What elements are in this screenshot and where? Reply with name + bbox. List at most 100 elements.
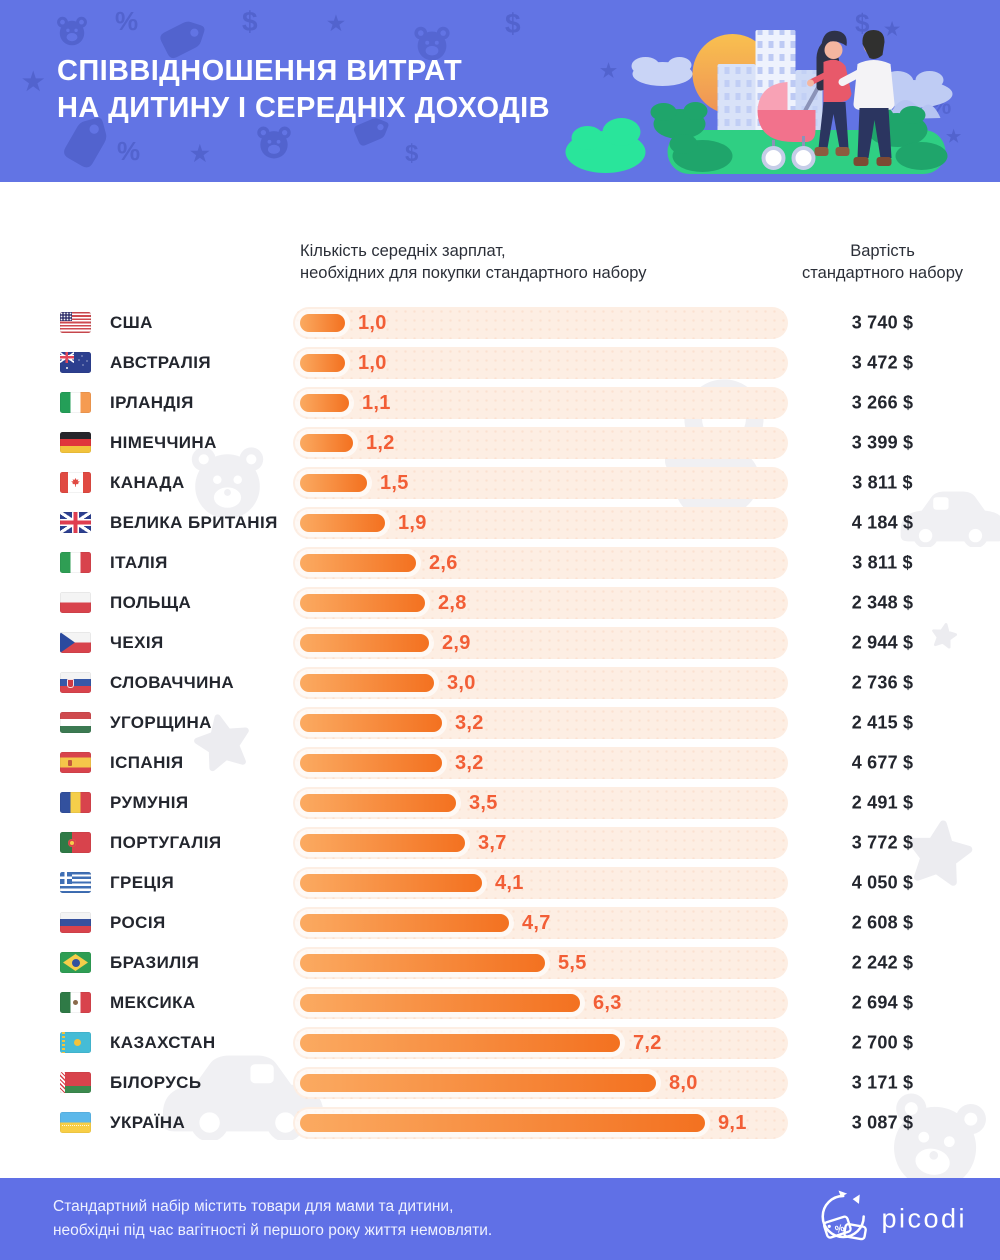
chart-row: ГРЕЦІЯ 4,1 4 050 $ bbox=[0, 863, 1000, 903]
flag-pl-icon bbox=[60, 592, 91, 613]
chart-row: ІРЛАНДІЯ 1,1 3 266 $ bbox=[0, 383, 1000, 423]
flag-gr-icon bbox=[60, 872, 91, 893]
bar-value: 5,5 bbox=[558, 951, 587, 974]
cost-value: 3 399 $ bbox=[851, 432, 914, 453]
dollar-icon: $ bbox=[405, 140, 419, 167]
cost-value: 3 772 $ bbox=[851, 832, 914, 853]
bar-track: 1,9 bbox=[293, 507, 788, 539]
country-label: УКРАЇНА bbox=[110, 1113, 186, 1132]
chart-area: Кількість середніх зарплат, необхідних д… bbox=[0, 182, 1000, 1260]
bar-track: 3,2 bbox=[293, 707, 788, 739]
bar-track: 2,6 bbox=[293, 547, 788, 579]
cost-value: 2 700 $ bbox=[851, 1032, 914, 1053]
bar-track: 1,1 bbox=[293, 387, 788, 419]
flag-cz-icon bbox=[60, 632, 91, 653]
bar-track: 3,5 bbox=[293, 787, 788, 819]
bar-value: 3,0 bbox=[447, 671, 476, 694]
chart-row: ЧЕХІЯ 2,9 2 944 $ bbox=[0, 623, 1000, 663]
flag-sk-icon bbox=[60, 672, 91, 693]
svg-text:%: % bbox=[834, 1223, 846, 1236]
dollar-icon: $ bbox=[242, 6, 258, 37]
bar-fill bbox=[300, 1034, 620, 1052]
chart-row: КАНАДА 1,5 3 811 $ bbox=[0, 463, 1000, 503]
bar-track: 8,0 bbox=[293, 1067, 788, 1099]
flag-pt-icon bbox=[60, 832, 91, 853]
cost-value: 3 266 $ bbox=[851, 392, 914, 413]
chart-row: НІМЕЧЧИНА 1,2 3 399 $ bbox=[0, 423, 1000, 463]
teddy-watermark-icon bbox=[874, 1085, 997, 1199]
bar-fill bbox=[300, 994, 580, 1012]
bar-fill bbox=[300, 1114, 705, 1132]
bar-fill bbox=[300, 554, 416, 572]
picodi-wordmark: picodi bbox=[881, 1203, 967, 1234]
chart-row: МЕКСИКА 6,3 2 694 $ bbox=[0, 983, 1000, 1023]
flag-es-icon bbox=[60, 752, 91, 773]
bar-value: 2,8 bbox=[438, 591, 467, 614]
bar-track: 1,5 bbox=[293, 467, 788, 499]
cost-value: 2 242 $ bbox=[851, 952, 914, 973]
bar-track: 1,0 bbox=[293, 307, 788, 339]
cost-value: 4 184 $ bbox=[851, 512, 914, 533]
cost-value: 2 415 $ bbox=[851, 712, 914, 733]
chart-row: США 1,0 3 740 $ bbox=[0, 303, 1000, 343]
chart-row: БІЛОРУСЬ 8,0 3 171 $ bbox=[0, 1063, 1000, 1103]
cost-value: 3 472 $ bbox=[851, 352, 914, 373]
bar-fill bbox=[300, 394, 349, 412]
bar-fill bbox=[300, 474, 367, 492]
cost-value: 3 087 $ bbox=[851, 1112, 914, 1133]
bar-fill bbox=[300, 874, 482, 892]
price-tag-icon bbox=[54, 114, 115, 175]
bar-fill bbox=[300, 714, 442, 732]
teddy-watermark-icon bbox=[185, 444, 270, 521]
woman bbox=[807, 30, 852, 156]
bar-track: 2,9 bbox=[293, 627, 788, 659]
country-label: США bbox=[110, 313, 153, 332]
bar-fill bbox=[300, 954, 545, 972]
country-label: МЕКСИКА bbox=[110, 993, 196, 1012]
flag-by-icon bbox=[60, 1072, 91, 1093]
star-watermark-icon bbox=[898, 813, 979, 894]
bar-value: 6,3 bbox=[593, 991, 622, 1014]
chart-row: КАЗАХСТАН 7,2 2 700 $ bbox=[0, 1023, 1000, 1063]
car-watermark-icon bbox=[160, 1038, 335, 1141]
bar-value: 3,5 bbox=[469, 791, 498, 814]
bar-value: 1,9 bbox=[398, 511, 427, 534]
cost-value: 3 740 $ bbox=[851, 312, 914, 333]
star-watermark-icon bbox=[186, 706, 260, 780]
bar-fill bbox=[300, 594, 425, 612]
bar-value: 3,7 bbox=[478, 831, 507, 854]
bar-track: 4,1 bbox=[293, 867, 788, 899]
flag-it-icon bbox=[60, 552, 91, 573]
chart-row: ПОЛЬЩА 2,8 2 348 $ bbox=[0, 583, 1000, 623]
cost-column-header: Вартість стандартного набору bbox=[802, 242, 963, 282]
cost-value: 3 811 $ bbox=[852, 552, 913, 573]
bar-value: 1,0 bbox=[358, 351, 387, 374]
chart-row: ПОРТУГАЛІЯ 3,7 3 772 $ bbox=[0, 823, 1000, 863]
flag-ie-icon bbox=[60, 392, 91, 413]
chart-row: СЛОВАЧЧИНА 3,0 2 736 $ bbox=[0, 663, 1000, 703]
dollar-icon: $ bbox=[855, 8, 870, 38]
flag-hu-icon bbox=[60, 712, 91, 733]
cost-value: 2 348 $ bbox=[851, 592, 914, 613]
flag-br-icon bbox=[60, 952, 91, 973]
bar-value: 9,1 bbox=[718, 1111, 747, 1134]
flag-ua-icon bbox=[60, 1112, 91, 1133]
country-label: БРАЗИЛІЯ bbox=[110, 953, 200, 972]
percent-icon: % bbox=[115, 6, 139, 36]
star-icon: ★ bbox=[22, 68, 45, 96]
country-label: КАЗАХСТАН bbox=[110, 1033, 216, 1052]
dollar-icon: $ bbox=[505, 8, 521, 39]
star-icon: ★ bbox=[327, 13, 345, 35]
bar-value: 4,1 bbox=[495, 871, 524, 894]
bar-fill bbox=[300, 834, 465, 852]
flag-us-icon bbox=[60, 312, 91, 333]
footer-note: Стандартний набір містить товари для мам… bbox=[53, 1198, 493, 1239]
country-label: ПОЛЬЩА bbox=[110, 593, 192, 612]
chart-row: РОСІЯ 4,7 2 608 $ bbox=[0, 903, 1000, 943]
chart-row: ІСПАНІЯ 3,2 4 677 $ bbox=[0, 743, 1000, 783]
page-title: СПІВВІДНОШЕННЯ ВИТРАТ НА ДИТИНУ І СЕРЕДНІ… bbox=[57, 55, 550, 124]
star-icon: ★ bbox=[884, 19, 901, 39]
picodi-logo: % picodi bbox=[816, 1190, 967, 1248]
bar-track: 9,1 bbox=[293, 1107, 788, 1139]
country-label: УГОРЩИНА bbox=[110, 713, 212, 732]
